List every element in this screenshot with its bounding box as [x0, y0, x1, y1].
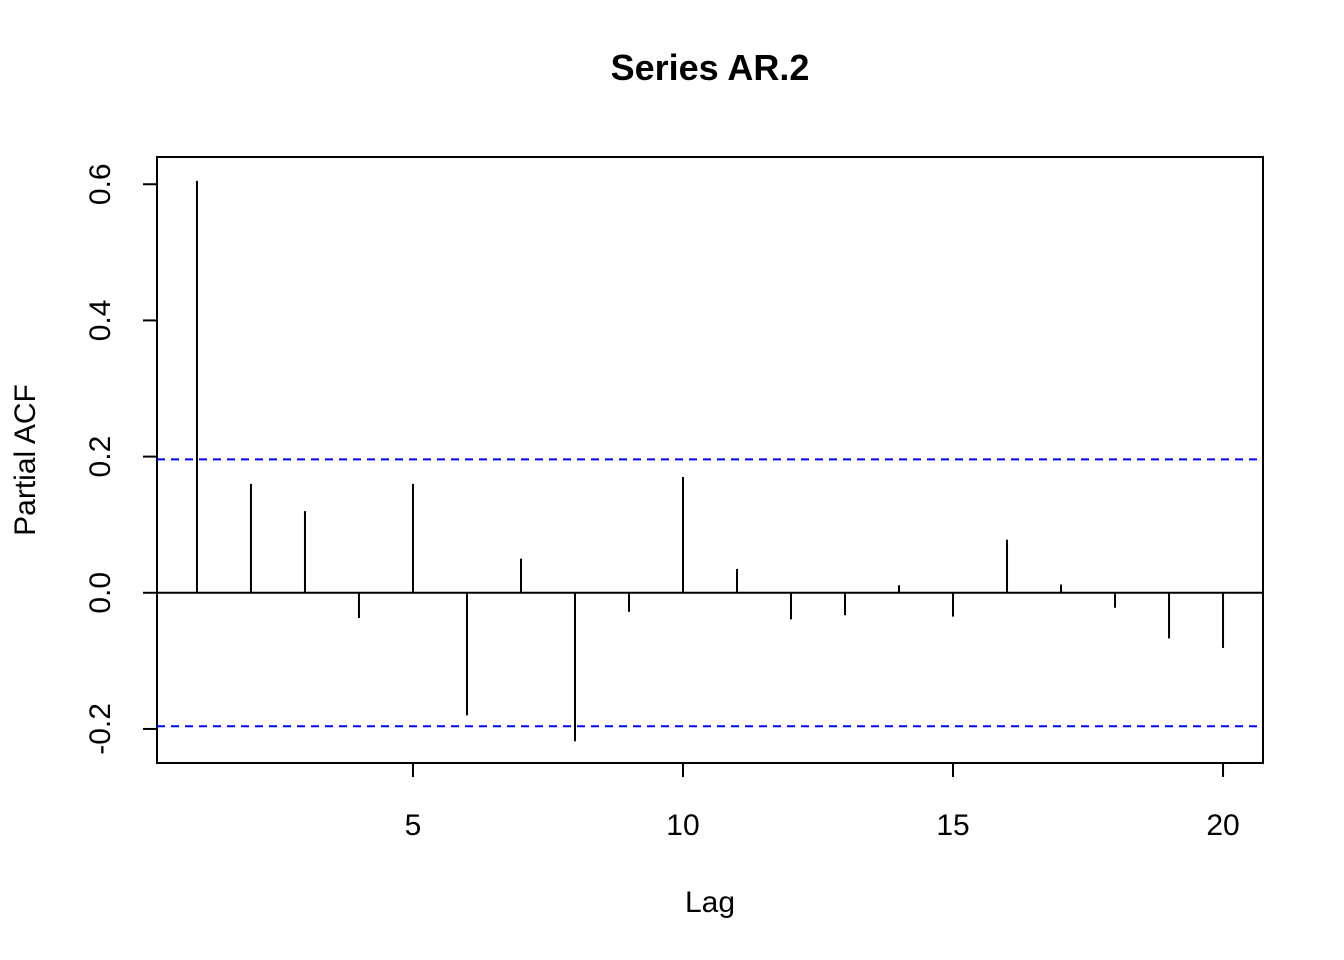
plot-area: 5 10 15 20 -0.2 0.0 0.2 0.4 0.6: [84, 156, 1264, 842]
chart-title: Series AR.2: [611, 47, 810, 88]
y-tick-label-0.6: 0.6: [84, 163, 117, 205]
x-tick-label-20: 20: [1206, 809, 1239, 842]
x-tick-label-15: 15: [936, 809, 969, 842]
y-tick-label-0.2: 0.2: [84, 436, 117, 478]
y-tick-label-0.4: 0.4: [84, 300, 117, 342]
x-axis-label: Lag: [685, 886, 735, 919]
y-tick-label--0.2: -0.2: [84, 703, 117, 755]
y-axis-label: Partial ACF: [9, 384, 42, 536]
x-tick-label-10: 10: [666, 809, 699, 842]
y-tick-label-0.0: 0.0: [84, 572, 117, 614]
x-tick-label-5: 5: [405, 809, 422, 842]
